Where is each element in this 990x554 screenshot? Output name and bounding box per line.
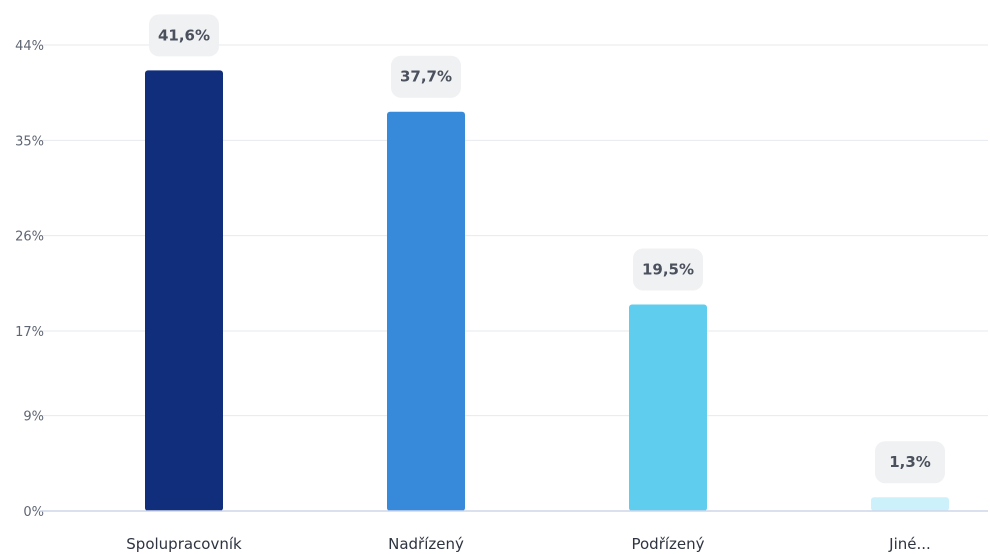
data-label-text: 19,5% xyxy=(642,260,694,278)
data-label: 19,5% xyxy=(633,248,703,291)
x-category-label: Podřízený xyxy=(631,535,704,553)
data-labels: 41,6% 37,7% 19,5% 1,3% xyxy=(149,14,945,484)
y-tick-label: 44% xyxy=(15,39,44,54)
y-tick-label: 9% xyxy=(23,410,44,425)
data-label-background xyxy=(391,55,461,98)
data-label: 1,3% xyxy=(875,441,945,484)
x-category-label: Spolupracovník xyxy=(126,535,242,553)
x-category-label: Nadřízený xyxy=(388,535,464,553)
y-tick-label: 17% xyxy=(15,325,44,340)
bars xyxy=(145,70,949,512)
y-tick-label: 35% xyxy=(15,134,44,149)
bar[interactable] xyxy=(145,70,223,511)
data-label-text: 37,7% xyxy=(400,68,452,86)
y-tick-label: 26% xyxy=(15,230,44,245)
x-category-label: Jiné... xyxy=(888,535,931,553)
x-axis-categories: Spolupracovník Nadřízený Podřízený Jiné... xyxy=(126,535,931,553)
data-label-text: 41,6% xyxy=(158,26,210,44)
y-tick-label: 0% xyxy=(23,505,44,520)
data-label-background xyxy=(149,14,219,57)
bar[interactable] xyxy=(871,497,949,511)
data-label-background xyxy=(875,441,945,484)
bar[interactable] xyxy=(629,304,707,511)
data-label-text: 1,3% xyxy=(889,453,931,471)
data-label-background xyxy=(633,248,703,291)
data-label: 41,6% xyxy=(149,14,219,57)
data-label: 37,7% xyxy=(391,55,461,98)
y-axis-ticks: 0% 9% 17% 26% 35% 44% xyxy=(15,39,44,520)
bar[interactable] xyxy=(387,111,465,512)
